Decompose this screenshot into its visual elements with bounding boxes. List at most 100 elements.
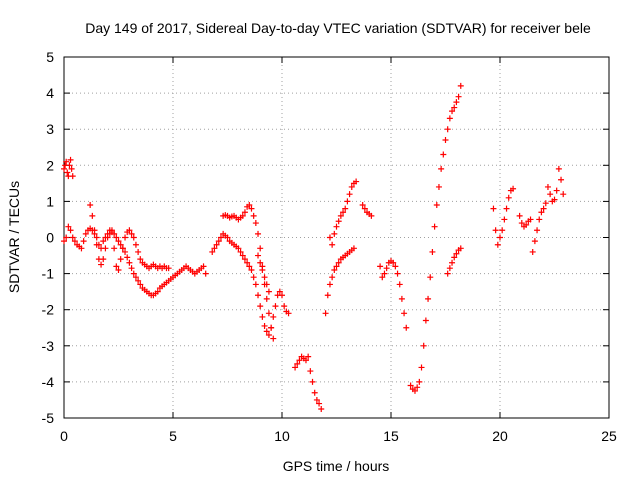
data-point — [403, 324, 410, 331]
data-point — [63, 158, 70, 165]
data-point — [270, 313, 277, 320]
y-tick-label: -5 — [42, 410, 55, 426]
data-point — [318, 405, 325, 412]
data-point — [383, 265, 390, 272]
data-point — [411, 387, 418, 394]
data-point — [449, 259, 456, 266]
data-point — [137, 281, 144, 288]
data-point — [115, 238, 122, 245]
data-point — [82, 230, 89, 237]
data-point — [200, 263, 207, 270]
data-point — [259, 313, 266, 320]
data-point — [246, 202, 253, 209]
data-point — [422, 317, 429, 324]
data-point — [401, 310, 408, 317]
data-point — [529, 248, 536, 255]
data-point — [165, 265, 172, 272]
data-point — [108, 229, 115, 236]
data-point — [257, 303, 264, 310]
data-point — [93, 234, 100, 241]
data-point — [239, 252, 246, 259]
data-point — [418, 364, 425, 371]
data-point — [259, 266, 266, 273]
data-point — [555, 165, 562, 172]
data-point — [547, 191, 554, 198]
data-point — [523, 221, 530, 228]
x-tick-label: 5 — [169, 428, 177, 444]
data-point — [135, 248, 142, 255]
data-point — [67, 227, 74, 234]
data-point — [265, 310, 272, 317]
data-point — [427, 274, 434, 281]
data-point — [69, 234, 76, 241]
data-series-t2 — [61, 223, 209, 299]
data-point — [544, 183, 551, 190]
data-point — [117, 241, 124, 248]
data-series-t7 — [292, 353, 325, 412]
data-point — [217, 234, 224, 241]
data-point — [340, 209, 347, 216]
axis-ticks — [63, 56, 610, 419]
data-point — [307, 368, 314, 375]
data-points — [61, 82, 567, 412]
data-series-t9 — [326, 178, 360, 248]
data-point — [270, 335, 277, 342]
data-point — [444, 126, 451, 133]
data-point — [87, 202, 94, 209]
data-point — [531, 238, 538, 245]
y-tick-label: 2 — [46, 157, 54, 173]
data-point — [329, 241, 336, 248]
data-point — [444, 270, 451, 277]
data-point — [68, 165, 75, 172]
data-point — [416, 378, 423, 385]
data-point — [551, 196, 558, 203]
data-point — [534, 227, 541, 234]
data-point — [128, 230, 135, 237]
data-series-t11 — [377, 257, 410, 331]
data-point — [353, 178, 360, 185]
data-point — [113, 263, 120, 270]
y-tick-label: 0 — [46, 230, 54, 246]
data-point — [451, 254, 458, 261]
data-point — [505, 194, 512, 201]
data-point — [66, 162, 73, 169]
data-point — [407, 382, 414, 389]
data-point — [126, 259, 133, 266]
data-point — [122, 248, 129, 255]
data-series-t6 — [255, 252, 272, 295]
data-point — [322, 310, 329, 317]
data-point — [326, 281, 333, 288]
data-series-t13 — [444, 245, 464, 277]
y-tick-label: 1 — [46, 193, 54, 209]
data-point — [246, 263, 253, 270]
x-axis-label: GPS time / hours — [283, 458, 390, 474]
data-point — [263, 328, 270, 335]
data-series-t5 — [220, 202, 277, 342]
data-point — [255, 252, 262, 259]
data-point — [93, 241, 100, 248]
data-point — [211, 245, 218, 252]
data-point — [154, 288, 161, 295]
y-axis-label: SDTVAR / TECUs — [6, 181, 22, 293]
data-point — [98, 261, 105, 268]
data-point — [540, 205, 547, 212]
x-tick-label: 25 — [601, 428, 617, 444]
data-point — [449, 108, 456, 115]
data-point — [457, 82, 464, 89]
data-point — [429, 248, 436, 255]
data-point — [132, 241, 139, 248]
data-point — [126, 227, 133, 234]
data-series-t8 — [322, 245, 357, 317]
data-point — [346, 191, 353, 198]
data-point — [331, 230, 338, 237]
data-point — [265, 288, 272, 295]
data-point — [333, 223, 340, 230]
x-tick-label: 0 — [60, 428, 68, 444]
data-point — [350, 245, 357, 252]
data-point — [446, 265, 453, 272]
chart-title: Day 149 of 2017, Sidereal Day-to-day VTE… — [85, 20, 591, 36]
data-point — [224, 234, 231, 241]
data-point — [435, 183, 442, 190]
data-point — [309, 378, 316, 385]
